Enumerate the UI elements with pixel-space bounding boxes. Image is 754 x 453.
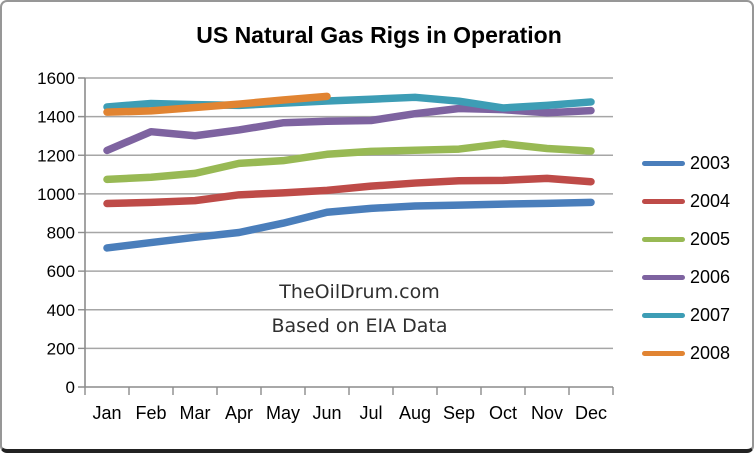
- legend-line-swatch: [642, 312, 685, 318]
- x-axis-label: Jun: [312, 403, 341, 423]
- legend-line-swatch: [642, 198, 685, 204]
- legend-line-swatch: [642, 274, 685, 280]
- legend-item-2007: 2007: [642, 296, 752, 334]
- legend-label: 2007: [690, 305, 731, 325]
- x-axis-label: May: [266, 403, 300, 423]
- legend-item-2006: 2006: [642, 258, 752, 296]
- watermark-data-note: Based on EIA Data: [271, 315, 448, 337]
- x-axis-label: Nov: [531, 403, 563, 423]
- legend-item-2003: 2003: [642, 144, 752, 182]
- legend-label: 2005: [690, 229, 731, 249]
- y-axis-label: 0: [66, 378, 75, 397]
- series-line-2005: [103, 139, 595, 184]
- series-line-2004: [103, 174, 595, 208]
- legend-item-2004: 2004: [642, 182, 752, 220]
- chart-title: US Natural Gas Rigs in Operation: [196, 22, 562, 48]
- legend-item-2005: 2005: [642, 220, 752, 258]
- x-axis-label: Aug: [399, 403, 431, 423]
- legend-line-swatch: [642, 350, 685, 356]
- y-axis-label: 800: [47, 224, 75, 243]
- x-axis-label: Jan: [92, 403, 121, 423]
- x-axis-label: Dec: [575, 403, 607, 423]
- x-axis-label: Sep: [443, 403, 475, 423]
- y-axis-label: 1200: [37, 146, 75, 165]
- legend-label: 2003: [690, 153, 731, 173]
- y-axis-label: 600: [47, 262, 75, 281]
- series-line-2003: [103, 198, 595, 252]
- x-axis-label: Feb: [135, 403, 166, 423]
- x-axis-label: Apr: [225, 403, 253, 423]
- watermark-source: TheOilDrum.com: [279, 281, 440, 303]
- y-axis-label: 400: [47, 301, 75, 320]
- x-axis-label: Oct: [489, 403, 517, 423]
- legend-line-swatch: [642, 160, 685, 166]
- legend-label: 2004: [690, 191, 731, 211]
- legend-label: 2008: [690, 343, 731, 363]
- legend-label: 2006: [690, 267, 731, 287]
- x-axis-label: Mar: [180, 403, 211, 423]
- chart-legend: 2003 2004 2005 2006 2007 2008: [642, 144, 752, 372]
- x-axis-label: Jul: [359, 403, 382, 423]
- y-axis-label: 200: [47, 339, 75, 358]
- y-axis-label: 1600: [37, 69, 75, 88]
- y-axis-label: 1000: [37, 185, 75, 204]
- y-axis-label: 1400: [37, 108, 75, 127]
- legend-line-swatch: [642, 236, 685, 242]
- legend-item-2008: 2008: [642, 334, 752, 372]
- series-line-2008: [103, 92, 331, 116]
